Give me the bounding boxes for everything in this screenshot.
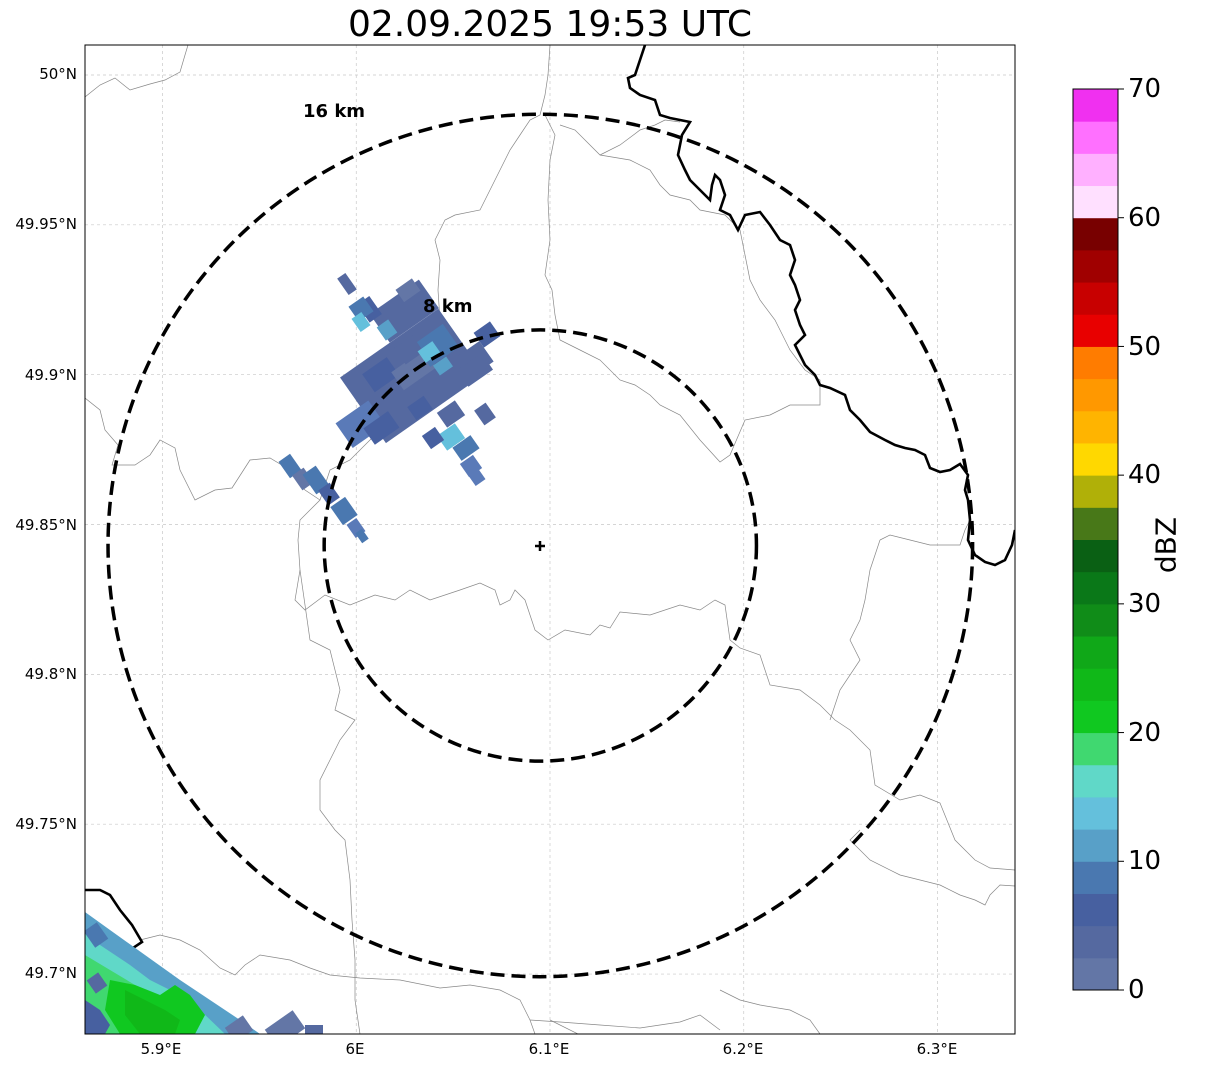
lat-tick-label: 50°N <box>39 65 77 83</box>
lat-tick-label: 49.95°N <box>15 215 77 233</box>
colorbar-tick-label: 30 <box>1128 589 1161 619</box>
lat-tick-label: 49.8°N <box>25 665 77 683</box>
ring-label-16km: 16 km <box>303 101 365 122</box>
colorbar-tick-label: 70 <box>1128 74 1161 104</box>
colorbar-segment <box>1073 668 1118 701</box>
colorbar-tick-label: 10 <box>1128 846 1161 876</box>
colorbar-tick-label: 60 <box>1128 203 1161 233</box>
lon-tick-label: 5.9°E <box>141 1040 182 1058</box>
colorbar-segment <box>1073 411 1118 444</box>
colorbar-segment <box>1073 89 1118 122</box>
lat-tick-label: 49.75°N <box>15 815 77 833</box>
colorbar-segment <box>1073 829 1118 862</box>
colorbar-tick-label: 0 <box>1128 975 1145 1005</box>
colorbar-segment <box>1073 282 1118 315</box>
colorbar-segment <box>1073 153 1118 186</box>
colorbar-segment <box>1073 250 1118 283</box>
colorbar <box>1073 89 1124 991</box>
colorbar-segment <box>1073 604 1118 637</box>
colorbar-segment <box>1073 218 1118 251</box>
colorbar-segment <box>1073 475 1118 508</box>
colorbar-segment <box>1073 958 1118 991</box>
lat-tick-label: 49.9°N <box>25 366 77 384</box>
colorbar-segment <box>1073 797 1118 830</box>
lon-tick-label: 6.3°E <box>917 1040 958 1058</box>
map-title: 02.09.2025 19:53 UTC <box>85 4 1015 45</box>
colorbar-segment <box>1073 572 1118 605</box>
colorbar-segment <box>1073 636 1118 669</box>
colorbar-segment <box>1073 443 1118 476</box>
colorbar-segment <box>1073 540 1118 573</box>
colorbar-segment <box>1073 186 1118 219</box>
lon-tick-label: 6E <box>345 1040 364 1058</box>
colorbar-segment <box>1073 861 1118 894</box>
lat-tick-label: 49.85°N <box>15 516 77 534</box>
colorbar-segment <box>1073 507 1118 540</box>
colorbar-tick-label: 50 <box>1128 332 1161 362</box>
colorbar-segment <box>1073 765 1118 798</box>
colorbar-segment <box>1073 926 1118 959</box>
colorbar-tick-label: 40 <box>1128 460 1161 490</box>
colorbar-segment <box>1073 314 1118 347</box>
lon-tick-label: 6.1°E <box>529 1040 570 1058</box>
ring-label-8km: 8 km <box>423 296 473 317</box>
colorbar-segment <box>1073 121 1118 154</box>
colorbar-label: dBZ <box>1150 517 1183 573</box>
lon-tick-label: 6.2°E <box>723 1040 764 1058</box>
lat-tick-label: 49.7°N <box>25 964 77 982</box>
colorbar-segment <box>1073 893 1118 926</box>
colorbar-segment <box>1073 700 1118 733</box>
colorbar-segment <box>1073 346 1118 379</box>
colorbar-segment <box>1073 733 1118 766</box>
colorbar-segment <box>1073 379 1118 412</box>
colorbar-tick-label: 20 <box>1128 718 1161 748</box>
